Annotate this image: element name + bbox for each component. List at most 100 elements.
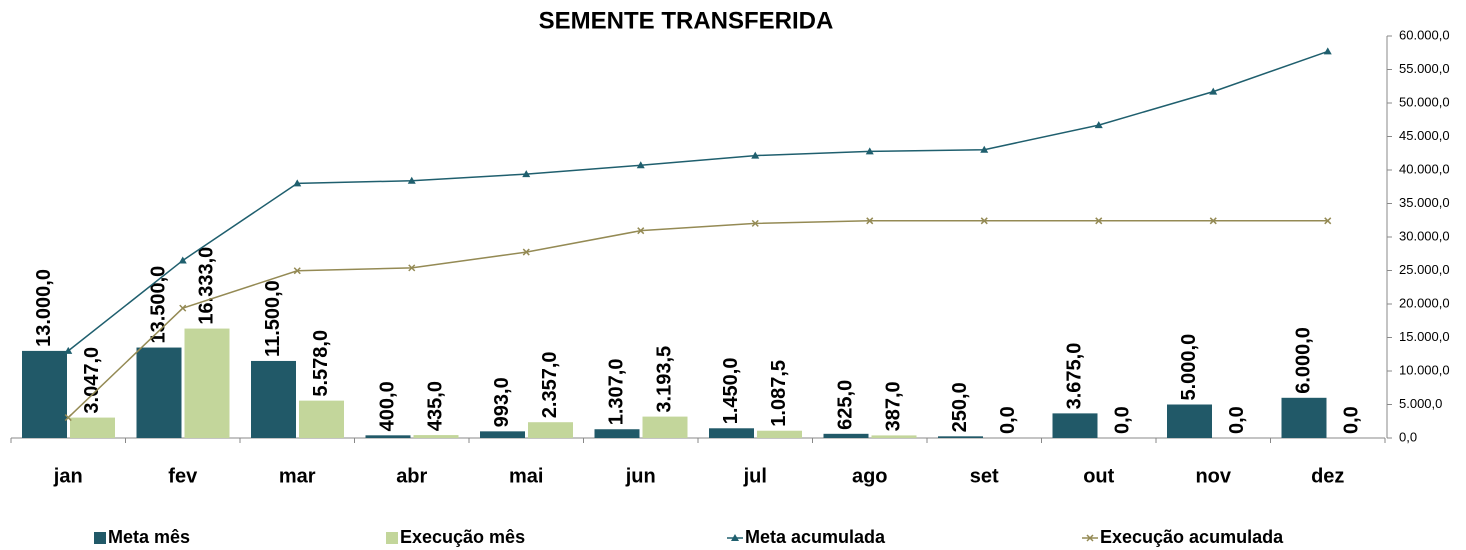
y-tick-label: 60.000,0 (1399, 27, 1450, 42)
x-tick-label: out (1083, 465, 1114, 487)
value-label: 625,0 (834, 380, 856, 430)
y-tick-label: 15.000,0 (1399, 329, 1450, 344)
value-label: 1.450,0 (720, 358, 742, 425)
x-tick-label: jun (625, 465, 656, 487)
value-label: 993,0 (491, 377, 513, 427)
legend-label: Meta mês (108, 527, 190, 547)
legend-label: Meta acumulada (745, 527, 886, 547)
bar (938, 436, 983, 438)
x-tick-label: nov (1195, 465, 1231, 487)
legend-marker (731, 534, 739, 541)
value-label: 0,0 (1340, 406, 1362, 434)
value-label: 435,0 (424, 381, 446, 431)
x-tick-label: mai (509, 465, 543, 487)
bar (709, 428, 754, 438)
y-tick-label: 55.000,0 (1399, 61, 1450, 76)
y-tick-label: 40.000,0 (1399, 161, 1450, 176)
y-tick-label: 50.000,0 (1399, 94, 1450, 109)
value-label: 3.047,0 (81, 347, 103, 414)
marker (64, 346, 73, 354)
legend-swatch (386, 532, 398, 544)
y-tick-label: 20.000,0 (1399, 295, 1450, 310)
marker (293, 179, 302, 187)
value-label: 3.193,5 (653, 346, 675, 413)
value-label: 1.307,0 (605, 359, 627, 426)
marker (636, 161, 645, 169)
value-label: 11.500,0 (262, 280, 284, 357)
value-label: 250,0 (949, 382, 971, 432)
marker (1095, 217, 1103, 225)
bar (480, 431, 525, 438)
bar (299, 400, 344, 438)
value-label: 13.500,0 (147, 266, 169, 344)
marker (1324, 217, 1332, 225)
marker (522, 248, 530, 256)
marker (408, 264, 416, 272)
value-label: 387,0 (882, 381, 904, 431)
marker (637, 227, 645, 235)
bar (70, 417, 115, 438)
marker (407, 176, 416, 184)
y-tick-label: 30.000,0 (1399, 228, 1450, 243)
marker (866, 217, 874, 225)
bar (1281, 397, 1327, 438)
chart-title: SEMENTE TRANSFERIDA (539, 7, 834, 34)
bar (136, 347, 182, 438)
value-label: 5.000,0 (1178, 334, 1200, 401)
bar (1052, 413, 1098, 438)
bar (365, 435, 411, 438)
y-tick-label: 10.000,0 (1399, 362, 1450, 377)
legend-label: Execução acumulada (1100, 527, 1284, 547)
marker (179, 304, 187, 312)
value-label: 16.333,0 (195, 247, 217, 325)
x-tick-label: set (970, 465, 999, 487)
bar (413, 435, 459, 438)
y-tick-label: 45.000,0 (1399, 128, 1450, 143)
marker (1094, 121, 1103, 129)
marker (178, 256, 187, 264)
marker (1323, 47, 1332, 55)
bar (184, 328, 230, 438)
y-tick-label: 0,0 (1399, 429, 1417, 444)
bar (757, 430, 802, 438)
value-label: 6.000,0 (1292, 327, 1314, 394)
marker (64, 414, 72, 422)
marker (980, 217, 988, 225)
x-tick-label: abr (396, 465, 427, 487)
marker (751, 151, 760, 159)
value-label: 3.675,0 (1063, 343, 1085, 410)
bar (871, 435, 917, 438)
x-tick-label: fev (168, 465, 198, 487)
legend-marker (1086, 534, 1094, 542)
bar (22, 350, 67, 438)
x-tick-label: jan (53, 465, 83, 487)
line (67, 50, 1328, 352)
value-label: 5.578,0 (310, 330, 332, 397)
bar (251, 360, 296, 438)
value-label: 13.000,0 (33, 269, 55, 347)
marker (522, 170, 531, 178)
y-tick-label: 5.000,0 (1399, 396, 1442, 411)
value-label: 2.357,0 (539, 351, 561, 418)
y-tick-label: 25.000,0 (1399, 262, 1450, 277)
line (67, 220, 1328, 419)
marker (293, 267, 301, 275)
bar (823, 433, 869, 438)
bar (594, 429, 640, 438)
x-tick-label: jul (743, 465, 767, 487)
x-tick-label: dez (1311, 465, 1344, 487)
legend-swatch (94, 532, 106, 544)
value-label: 400,0 (376, 381, 398, 431)
x-tick-label: ago (852, 465, 888, 487)
bar (642, 416, 688, 438)
value-label: 0,0 (997, 406, 1019, 434)
marker (751, 219, 759, 227)
value-label: 0,0 (1226, 406, 1248, 434)
marker (980, 145, 989, 153)
legend-label: Execução mês (400, 527, 525, 547)
y-tick-label: 35.000,0 (1399, 195, 1450, 210)
value-label: 1.087,5 (768, 360, 790, 427)
marker (1209, 217, 1217, 225)
x-tick-label: mar (279, 465, 316, 487)
